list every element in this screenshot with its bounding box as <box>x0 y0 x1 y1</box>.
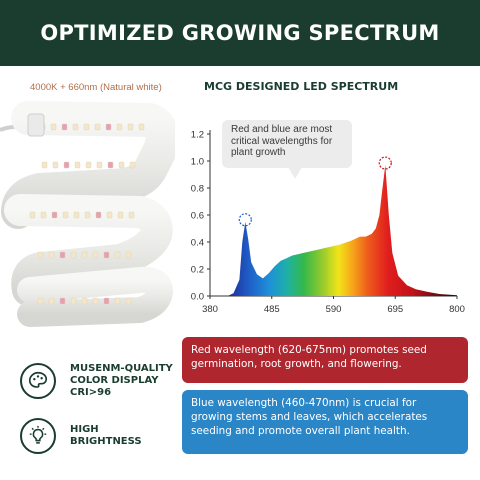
spectrum-chart: 0.0 0.2 0.4 0.6 0.8 1.0 1.2 380 485 590 695 800 <box>191 130 465 316</box>
led-chip <box>81 297 88 305</box>
y-tick-label: 1.2 <box>191 130 204 141</box>
led-chip <box>72 123 79 131</box>
led-chip <box>48 297 55 305</box>
y-tick-label: 0.0 <box>191 292 204 303</box>
led-chip <box>81 251 88 259</box>
led-chip <box>73 211 80 219</box>
led-chip <box>70 251 77 259</box>
feature-brightness: HIGH BRIGHTNESS <box>20 418 142 454</box>
led-chip <box>129 161 136 169</box>
led-chip <box>37 297 44 305</box>
led-chip <box>74 161 81 169</box>
feature-color-display: MUSENM-QUALITY COLOR DISPLAY CRI>96 <box>20 363 173 399</box>
spectrum-area <box>227 165 457 296</box>
led-chip <box>118 161 125 169</box>
strip-label: 4000K + 660nm (Natural white) <box>30 82 162 93</box>
led-chip <box>105 123 112 131</box>
led-chip <box>37 251 44 259</box>
led-chip <box>103 251 110 259</box>
led-chip <box>63 161 70 169</box>
feature-line: HIGH <box>70 424 99 435</box>
feature-text: HIGH BRIGHTNESS <box>70 424 142 448</box>
led-chip <box>106 211 113 219</box>
red-wavelength-box: Red wavelength (620-675nm) promotes seed… <box>182 337 468 383</box>
y-tick-label: 1.0 <box>191 157 204 168</box>
led-chip <box>59 297 66 305</box>
led-chip <box>84 211 91 219</box>
led-chip <box>96 161 103 169</box>
led-chip <box>125 251 132 259</box>
peak-marker <box>238 213 252 227</box>
feature-text: MUSENM-QUALITY COLOR DISPLAY CRI>96 <box>70 363 173 399</box>
x-tick-label: 590 <box>326 304 342 315</box>
led-chip <box>125 297 132 305</box>
y-tick-label: 0.4 <box>191 238 204 249</box>
led-chip <box>92 251 99 259</box>
y-tick-label: 0.6 <box>191 211 204 222</box>
led-chip <box>50 123 57 131</box>
feature-line: BRIGHTNESS <box>70 436 142 447</box>
led-strip-image <box>0 101 175 327</box>
chart-title: MCG DESIGNED LED SPECTRUM <box>204 80 399 93</box>
led-chip <box>62 211 69 219</box>
led-chip <box>103 297 110 305</box>
led-chip <box>83 123 90 131</box>
led-chip <box>70 297 77 305</box>
x-tick-label: 695 <box>387 304 403 315</box>
x-tick-label: 485 <box>264 304 280 315</box>
peak-marker <box>378 156 392 170</box>
led-chip <box>41 161 48 169</box>
led-chip <box>92 297 99 305</box>
blue-wavelength-box: Blue wavelength (460-470nm) is crucial f… <box>182 390 468 454</box>
led-chip <box>29 211 36 219</box>
led-chip <box>95 211 102 219</box>
led-chip <box>114 297 121 305</box>
led-chip <box>116 123 123 131</box>
x-tick-label: 380 <box>202 304 218 315</box>
feature-line: COLOR DISPLAY <box>70 375 159 386</box>
led-chip <box>51 211 58 219</box>
page-title: OPTIMIZED GROWING SPECTRUM <box>40 21 440 45</box>
header-banner: OPTIMIZED GROWING SPECTRUM <box>0 0 480 66</box>
led-chip <box>61 123 68 131</box>
led-chip <box>94 123 101 131</box>
led-chip <box>52 161 59 169</box>
led-chip <box>138 123 145 131</box>
led-chip <box>59 251 66 259</box>
y-tick-label: 0.2 <box>191 265 204 276</box>
led-chip <box>114 251 121 259</box>
y-tick-label: 0.8 <box>191 184 204 195</box>
led-chip <box>127 123 134 131</box>
callout-tail <box>288 167 302 179</box>
led-chip <box>117 211 124 219</box>
callout-bubble: Red and blue are most critical wavelengt… <box>222 120 352 168</box>
led-chip <box>40 211 47 219</box>
led-chip <box>85 161 92 169</box>
led-chip <box>48 251 55 259</box>
led-chip <box>128 211 135 219</box>
feature-line: MUSENM-QUALITY <box>70 363 173 374</box>
feature-line: CRI>96 <box>70 387 112 398</box>
led-chip <box>107 161 114 169</box>
palette-icon <box>20 363 56 399</box>
lightbulb-icon <box>20 418 56 454</box>
x-tick-label: 800 <box>449 304 465 315</box>
